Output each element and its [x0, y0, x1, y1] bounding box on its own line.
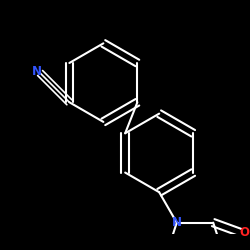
Text: O: O [239, 226, 249, 239]
Text: N: N [32, 66, 42, 78]
Text: N: N [172, 216, 182, 229]
